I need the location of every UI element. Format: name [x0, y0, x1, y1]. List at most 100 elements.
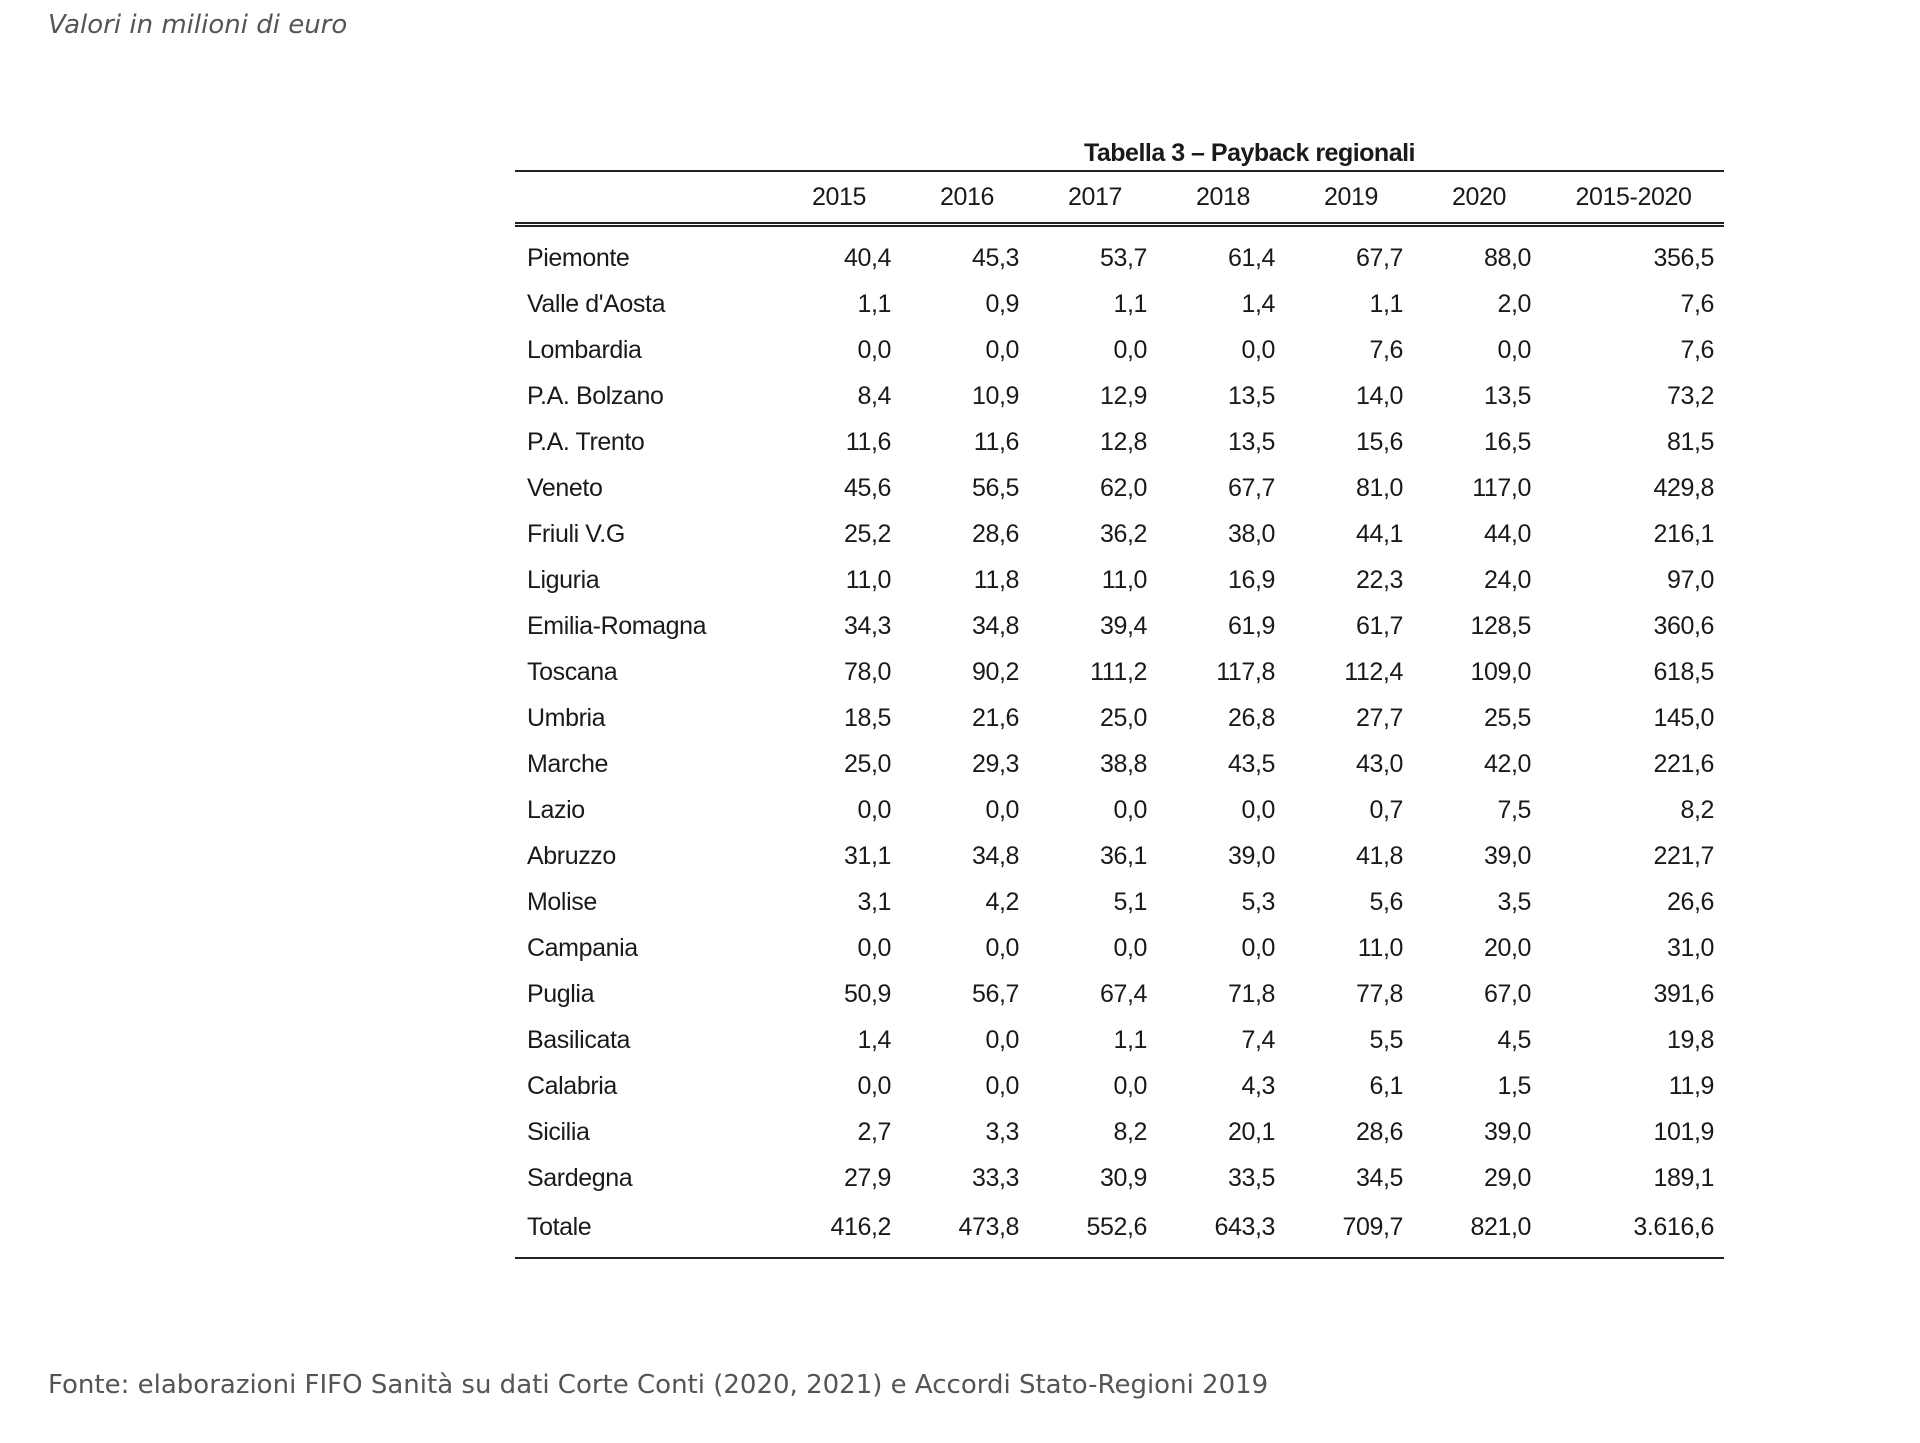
table-body: Piemonte 40,4 45,3 53,7 61,4 67,7 88,0 356,5 Val…	[515, 225, 1724, 1259]
table-total-row: Totale 416,2 473,8 552,6 643,3 709,7 821,0 3.61…	[515, 1201, 1724, 1259]
year-value-cell: 15,6	[1355, 427, 1403, 456]
year-value-cell: 33,3	[971, 1163, 1019, 1192]
total-value-cell: 101,9	[1653, 1117, 1714, 1146]
year-value-cell: 643,3	[1159, 1201, 1287, 1259]
year-value-cell: 1,4	[1241, 289, 1275, 318]
total-value-cell: 7,6	[1680, 289, 1714, 318]
region-name-cell: Veneto	[527, 473, 603, 502]
year-value-cell: 821,0	[1415, 1201, 1543, 1259]
year-value-cell: 34,3	[843, 611, 891, 640]
year-value-cell: 42,0	[1483, 749, 1531, 778]
year-value-cell: 16,9	[1227, 565, 1275, 594]
year-value-cell: 38,0	[1227, 519, 1275, 548]
total-value-cell: 19,8	[1666, 1025, 1714, 1054]
year-value-cell: 5,1	[1113, 887, 1147, 916]
year-value-cell: 7,6	[1369, 335, 1403, 364]
year-value-cell: 0,0	[1241, 933, 1275, 962]
year-value-cell: 62,0	[1099, 473, 1147, 502]
region-name-cell: Lazio	[527, 795, 585, 824]
year-value-cell: 7,5	[1497, 795, 1531, 824]
total-value-cell: 391,6	[1653, 979, 1714, 1008]
table-row: Molise 3,1 4,2 5,1 5,3 5,6 3,5 26,6	[515, 879, 1724, 925]
year-value-cell: 61,4	[1227, 243, 1275, 272]
year-value-cell: 709,7	[1287, 1201, 1415, 1259]
year-value-cell: 0,0	[1241, 795, 1275, 824]
column-header-region	[515, 170, 775, 227]
year-value-cell: 71,8	[1227, 979, 1275, 1008]
year-value-cell: 12,8	[1099, 427, 1147, 456]
year-value-cell: 13,5	[1227, 427, 1275, 456]
year-value-cell: 67,4	[1099, 979, 1147, 1008]
year-value-cell: 41,8	[1355, 841, 1403, 870]
year-value-cell: 3,3	[985, 1117, 1019, 1146]
year-value-cell: 552,6	[1031, 1201, 1159, 1259]
region-name-cell: Basilicata	[527, 1025, 630, 1054]
year-value-cell: 3,5	[1497, 887, 1531, 916]
year-value-cell: 8,4	[857, 381, 891, 410]
year-value-cell: 111,2	[1090, 657, 1147, 686]
total-value-cell: 429,8	[1653, 473, 1714, 502]
year-value-cell: 7,4	[1241, 1025, 1275, 1054]
region-name-cell: Marche	[527, 749, 608, 778]
table-row: Abruzzo 31,1 34,8 36,1 39,0 41,8 39,0 221,7	[515, 833, 1724, 879]
year-value-cell: 0,0	[1497, 335, 1531, 364]
table-row: Calabria 0,0 0,0 0,0 4,3 6,1 1,5 11,9	[515, 1063, 1724, 1109]
year-value-cell: 20,0	[1483, 933, 1531, 962]
year-value-cell: 25,0	[1099, 703, 1147, 732]
year-value-cell: 34,8	[971, 841, 1019, 870]
year-value-cell: 27,7	[1355, 703, 1403, 732]
year-value-cell: 45,6	[843, 473, 891, 502]
year-value-cell: 112,4	[1344, 657, 1403, 686]
year-value-cell: 77,8	[1355, 979, 1403, 1008]
year-value-cell: 1,4	[857, 1025, 891, 1054]
table-row: Puglia 50,9 56,7 67,4 71,8 77,8 67,0 391,6	[515, 971, 1724, 1017]
year-value-cell: 117,8	[1216, 657, 1275, 686]
table-row: Campania 0,0 0,0 0,0 0,0 11,0 20,0 31,0	[515, 925, 1724, 971]
total-value-cell: 3.616,6	[1543, 1201, 1724, 1259]
year-value-cell: 28,6	[971, 519, 1019, 548]
region-name-cell: Liguria	[527, 565, 600, 594]
year-value-cell: 50,9	[843, 979, 891, 1008]
year-value-cell: 43,5	[1227, 749, 1275, 778]
year-value-cell: 21,6	[971, 703, 1019, 732]
year-value-cell: 28,6	[1355, 1117, 1403, 1146]
total-value-cell: 26,6	[1666, 887, 1714, 916]
year-value-cell: 8,2	[1113, 1117, 1147, 1146]
region-name-cell: Piemonte	[527, 243, 630, 272]
year-value-cell: 10,9	[971, 381, 1019, 410]
region-name-cell: Sardegna	[527, 1163, 633, 1192]
column-header-2018: 2018	[1159, 170, 1287, 227]
region-name-cell: Valle d'Aosta	[527, 289, 666, 318]
table-row: Lombardia 0,0 0,0 0,0 0,0 7,6 0,0 7,6	[515, 327, 1724, 373]
year-value-cell: 27,9	[843, 1163, 891, 1192]
region-name-cell: Molise	[527, 887, 597, 916]
year-value-cell: 1,5	[1497, 1071, 1531, 1100]
year-value-cell: 117,0	[1472, 473, 1531, 502]
year-value-cell: 5,3	[1241, 887, 1275, 916]
year-value-cell: 0,0	[857, 335, 891, 364]
total-value-cell: 221,7	[1653, 841, 1714, 870]
year-value-cell: 34,5	[1355, 1163, 1403, 1192]
region-name-cell: Puglia	[527, 979, 595, 1008]
year-value-cell: 56,7	[971, 979, 1019, 1008]
total-value-cell: 360,6	[1653, 611, 1714, 640]
total-value-cell: 189,1	[1653, 1163, 1714, 1192]
year-value-cell: 33,5	[1227, 1163, 1275, 1192]
year-value-cell: 1,1	[1369, 289, 1403, 318]
payback-table-container: Tabella 3 – Payback regionali 2015 2016 …	[515, 136, 1724, 1259]
total-value-cell: 73,2	[1666, 381, 1714, 410]
year-value-cell: 29,0	[1483, 1163, 1531, 1192]
table-row: Friuli V.G 25,2 28,6 36,2 38,0 44,1 44,0 216,1	[515, 511, 1724, 557]
year-value-cell: 473,8	[903, 1201, 1031, 1259]
total-value-cell: 81,5	[1666, 427, 1714, 456]
table-header-row: 2015 2016 2017 2018 2019 2020 2015-2020	[515, 170, 1724, 227]
table-row: Liguria 11,0 11,8 11,0 16,9 22,3 24,0 97,0	[515, 557, 1724, 603]
year-value-cell: 11,6	[845, 427, 892, 456]
year-value-cell: 90,2	[971, 657, 1019, 686]
year-value-cell: 0,0	[857, 933, 891, 962]
year-value-cell: 39,0	[1483, 1117, 1531, 1146]
total-value-cell: 11,9	[1668, 1071, 1715, 1100]
year-value-cell: 11,0	[1357, 933, 1404, 962]
year-value-cell: 53,7	[1099, 243, 1147, 272]
table-title: Tabella 3 – Payback regionali	[1083, 139, 1416, 167]
